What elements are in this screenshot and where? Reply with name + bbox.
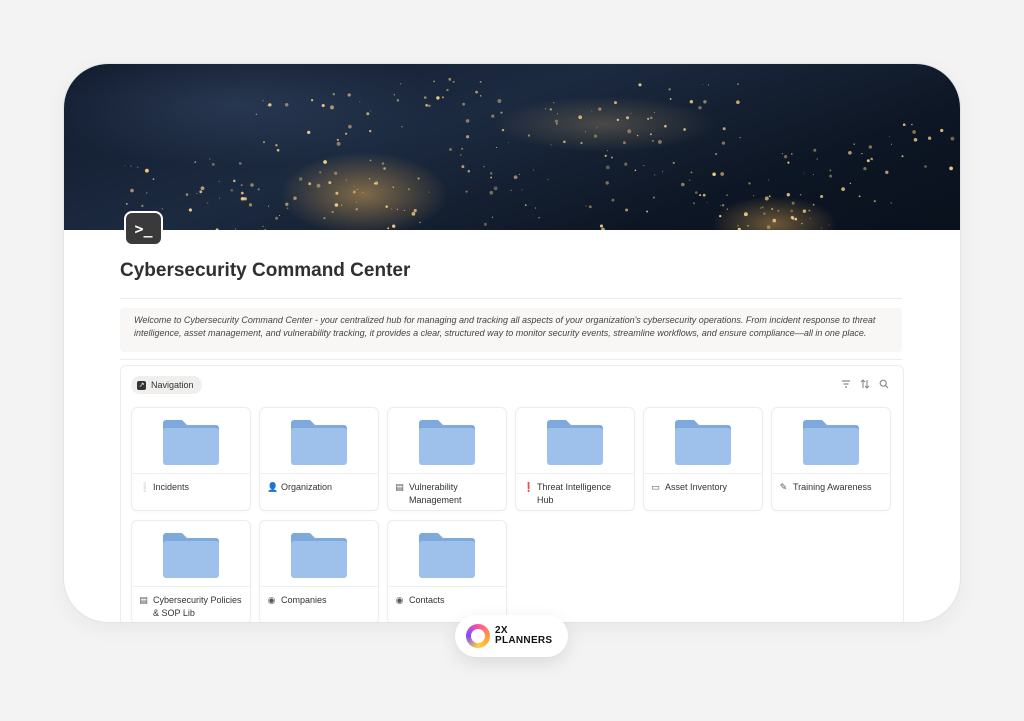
person-icon: 👤 <box>267 482 279 492</box>
folder-icon <box>291 420 347 465</box>
folder-icon <box>547 420 603 465</box>
description-callout: Welcome to Cybersecurity Command Center … <box>120 308 902 352</box>
monitor-icon: ▭ <box>651 482 660 492</box>
cover-image <box>64 64 960 230</box>
nav-card[interactable]: ❕ Incidents <box>131 407 251 511</box>
brand-name: 2X PLANNERS <box>495 626 552 646</box>
archive-icon: ▤ <box>139 595 148 605</box>
card-label: Companies <box>281 595 327 605</box>
terminal-icon[interactable]: >_ <box>126 213 161 244</box>
navigation-view-tab[interactable]: ↗ Navigation <box>131 376 202 394</box>
folder-icon <box>163 420 219 465</box>
archive-icon: ▤ <box>395 482 404 492</box>
card-preview <box>132 521 250 587</box>
folder-icon <box>675 420 731 465</box>
card-preview <box>772 408 890 474</box>
nav-card[interactable]: 👤 Organization <box>259 407 379 511</box>
card-label: Threat Intelligence Hub <box>537 482 612 505</box>
page-title: Cybersecurity Command Center <box>120 260 411 281</box>
filter-icon[interactable] <box>841 378 851 390</box>
brand-logo-icon <box>466 624 490 648</box>
card-preview <box>260 521 378 587</box>
contact-icon: ◉ <box>395 595 404 605</box>
nav-card[interactable]: ✎ Training Awareness <box>771 407 891 511</box>
search-icon[interactable] <box>879 378 889 390</box>
brand-badge: 2X PLANNERS <box>455 615 568 657</box>
card-preview <box>388 408 506 474</box>
view-tools <box>841 378 889 390</box>
card-label: Vulnerability Management <box>409 482 462 505</box>
divider <box>120 298 902 299</box>
brand-line-2: PLANNERS <box>495 635 553 646</box>
nav-card[interactable]: ◉ Companies <box>259 520 379 622</box>
card-preview <box>260 408 378 474</box>
card-label: Cybersecurity Policies & SOP Lib <box>153 595 242 618</box>
nav-card[interactable]: ◉ Contacts <box>387 520 507 622</box>
pencil-icon: ✎ <box>779 482 788 492</box>
brand-line-1: 2X <box>495 625 508 636</box>
card-preview <box>132 408 250 474</box>
incident-icon: ❕ <box>139 482 151 492</box>
city-lights-pattern <box>124 77 960 230</box>
notion-page-frame: >_ Cybersecurity Command Center Welcome … <box>64 64 960 622</box>
nav-card[interactable]: ▤ Vulnerability Management <box>387 407 507 511</box>
navigation-label: Navigation <box>151 380 194 390</box>
folder-icon <box>163 533 219 578</box>
building-icon: ◉ <box>267 595 276 605</box>
arrow-link-icon: ↗ <box>137 380 146 390</box>
folder-icon <box>419 420 475 465</box>
nav-card[interactable]: ▤ Cybersecurity Policies & SOP Lib <box>131 520 251 622</box>
nav-card[interactable]: ▭ Asset Inventory <box>643 407 763 511</box>
alert-icon: ❗ <box>523 482 535 492</box>
card-label: Asset Inventory <box>665 482 728 492</box>
folder-icon <box>419 533 475 578</box>
card-label: Training Awareness <box>793 482 872 492</box>
card-preview <box>644 408 762 474</box>
navigation-gallery: ↗ Navigation ❕ Incidents 👤 Organization ▤ Vul… <box>120 365 904 622</box>
nav-card[interactable]: ❗ Threat Intelligence Hub <box>515 407 635 511</box>
divider <box>120 359 902 360</box>
card-preview <box>516 408 634 474</box>
card-label: Incidents <box>153 482 190 492</box>
card-label: Contacts <box>409 595 445 605</box>
card-preview <box>388 521 506 587</box>
folder-icon <box>291 533 347 578</box>
folder-icon <box>803 420 859 465</box>
description-text: Welcome to Cybersecurity Command Center … <box>134 315 876 338</box>
card-label: Organization <box>281 482 333 492</box>
sort-icon[interactable] <box>860 378 870 390</box>
